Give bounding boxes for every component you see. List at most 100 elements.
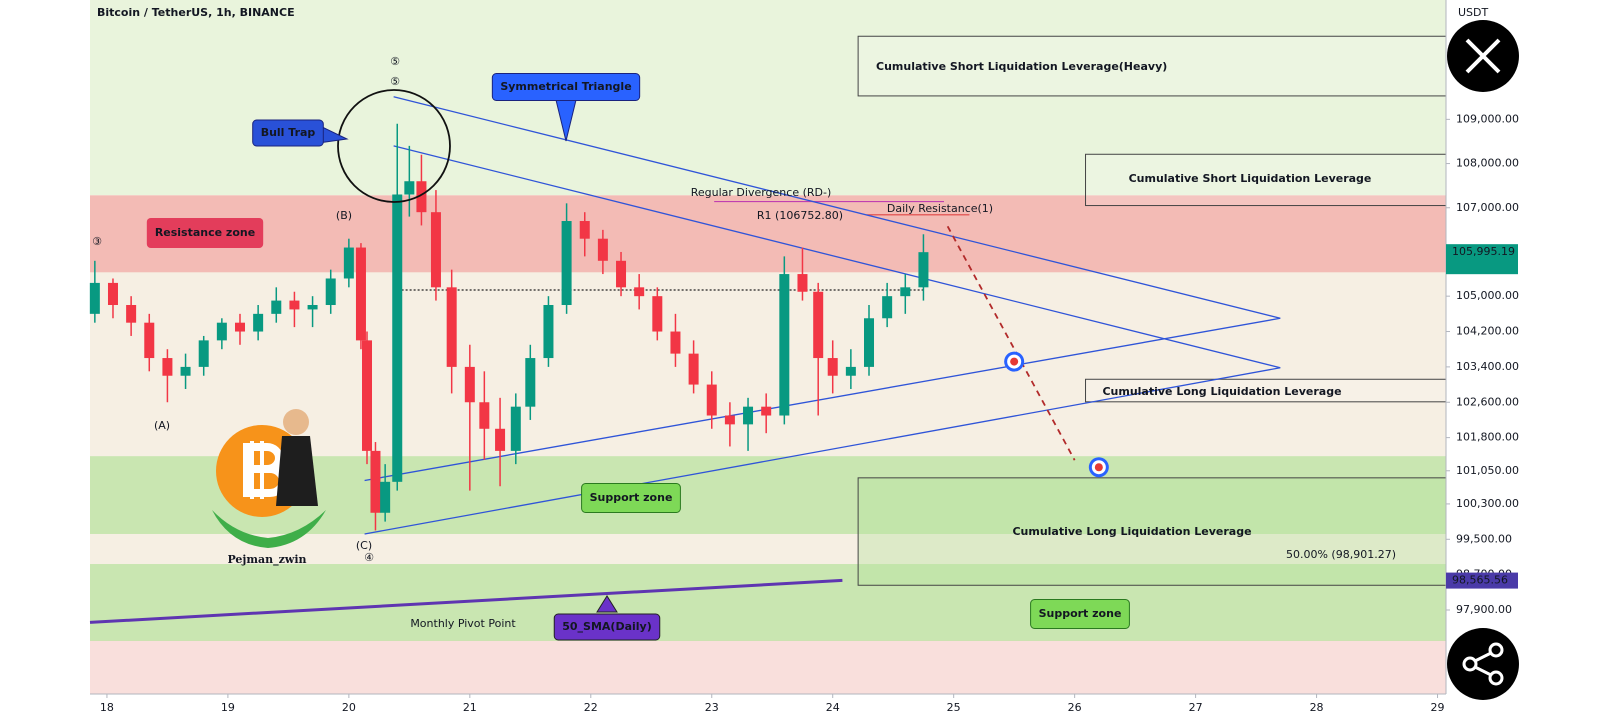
zone-label: Support zone [1039, 607, 1122, 620]
y-tick-label: 109,000.00 [1456, 112, 1519, 125]
candle-body [724, 415, 735, 425]
price-marker-label: 98,565.56 [1452, 574, 1508, 587]
annotation: 50.00% (98,901.27) [1286, 548, 1396, 561]
x-tick-label: 25 [947, 701, 961, 714]
annotation: ③ [92, 235, 102, 248]
y-tick-label: 100,300.00 [1456, 497, 1519, 510]
x-tick-label: 27 [1189, 701, 1203, 714]
candle-body [652, 296, 663, 332]
candle-body [634, 287, 645, 297]
candle-body [430, 212, 441, 288]
candle-body [495, 428, 506, 451]
sma-label-box [553, 613, 661, 641]
bull-trap-circle [337, 89, 451, 203]
annotation: R1 (106752.80) [757, 209, 843, 222]
candle-body [827, 358, 838, 376]
candle-body [253, 313, 264, 332]
candle-body [561, 221, 572, 306]
annotation: ⑤ [390, 55, 400, 68]
candle-body [126, 305, 137, 323]
candle-body [162, 358, 173, 376]
price-marker [1446, 572, 1518, 589]
candle-body [89, 282, 100, 314]
y-tick-label: 97,900.00 [1456, 603, 1512, 616]
y-axis-label: USDT [1458, 6, 1489, 19]
candle-body [198, 340, 209, 367]
annotation: Regular Divergence (RD-) [691, 186, 832, 199]
x-tick-label: 28 [1310, 701, 1324, 714]
candle-body [579, 221, 590, 239]
share-button[interactable] [1447, 628, 1519, 700]
candle-body [688, 353, 699, 385]
liquidation-box [857, 477, 1447, 586]
y-tick-label: 107,000.00 [1456, 201, 1519, 214]
y-tick-label: 104,200.00 [1456, 325, 1519, 338]
candle-body [107, 282, 118, 306]
candle-body [307, 305, 318, 310]
candle-body [845, 366, 856, 376]
candle-body [479, 402, 490, 429]
candle-body [416, 181, 427, 213]
y-tick-label: 105,000.00 [1456, 289, 1519, 302]
target [1010, 357, 1019, 366]
close-button[interactable] [1447, 20, 1519, 92]
zone-label-box [1030, 599, 1130, 629]
callout-label: Bull Trap [261, 126, 316, 139]
x-tick-label: 19 [221, 701, 235, 714]
sma-line [89, 578, 843, 624]
x-tick-label: 20 [342, 701, 356, 714]
candle-body [404, 181, 415, 195]
price-axis [1446, 0, 1520, 720]
candle-body [864, 318, 875, 367]
candle-body [446, 287, 457, 367]
liquidation-box [1085, 153, 1447, 207]
zone-label: Resistance zone [155, 226, 255, 239]
price-marker [1446, 244, 1518, 275]
x-tick-label: 26 [1068, 701, 1082, 714]
logo [212, 409, 326, 548]
sma-label: 50_SMA(Daily) [562, 620, 652, 633]
trendline [364, 317, 1281, 482]
candle-body [813, 291, 824, 359]
annotation: ④ [364, 551, 374, 564]
candle-body [325, 278, 336, 306]
zone-label-box [581, 483, 681, 513]
annotation: Daily Resistance(1) [887, 202, 993, 215]
candle-body [510, 406, 521, 451]
candle-body [670, 331, 681, 354]
lower-area [90, 640, 1446, 694]
annotation: (B) [336, 209, 352, 222]
candle-body [370, 450, 381, 513]
candle-body [234, 322, 245, 332]
candle-body [900, 287, 911, 297]
candle-body [392, 194, 403, 482]
x-tick-label: 24 [826, 701, 840, 714]
annotation: Pejman_zwin [227, 553, 306, 567]
x-tick-label: 29 [1431, 701, 1445, 714]
trendline [393, 145, 1281, 369]
liquidation-label: Cumulative Short Liquidation Leverage(He… [876, 60, 1167, 73]
candle-body [180, 366, 191, 376]
liquidation-label: Cumulative Long Liquidation Leverage [1102, 385, 1341, 398]
x-tick-label: 21 [463, 701, 477, 714]
upper-area [90, 0, 1446, 195]
annotation: Monthly Pivot Point [410, 617, 516, 630]
y-tick-label: 103,400.00 [1456, 360, 1519, 373]
chart-title: Bitcoin / TetherUS, 1h, BINANCE [97, 6, 295, 19]
x-tick-label: 18 [100, 701, 114, 714]
candle-body [743, 406, 754, 425]
projection-arrow [946, 225, 1076, 461]
candle-body [144, 322, 155, 359]
candle-body [289, 300, 300, 310]
candle-body [271, 300, 282, 314]
time-axis [90, 694, 1446, 720]
candle-body [779, 274, 790, 416]
annotation: (C) [356, 539, 372, 552]
y-tick-label: 108,000.00 [1456, 157, 1519, 170]
candle-body [355, 247, 366, 341]
callout-label: Symmetrical Triangle [500, 80, 631, 93]
y-tick-label: 102,600.00 [1456, 395, 1519, 408]
candle-body [882, 296, 893, 319]
y-tick-label: 101,800.00 [1456, 431, 1519, 444]
